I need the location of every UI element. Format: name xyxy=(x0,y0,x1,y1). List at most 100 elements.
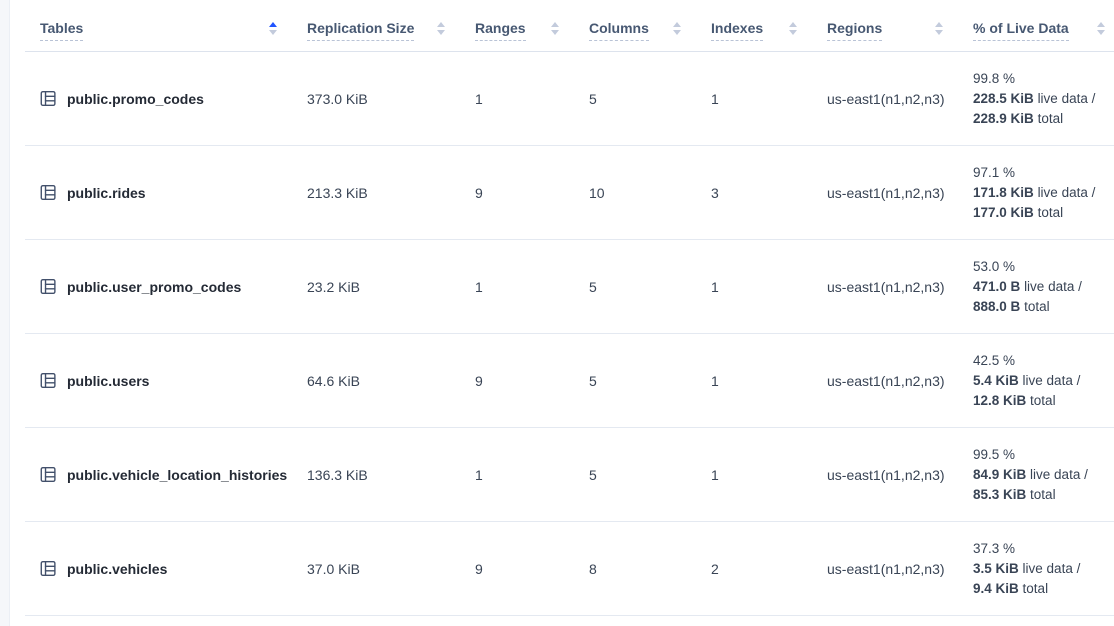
table-name-cell: public.vehicle_location_histories xyxy=(25,466,307,483)
sort-arrows-icon xyxy=(269,22,277,35)
regions-cell: us-east1(n1,n2,n3) xyxy=(827,90,945,107)
indexes-cell: 1 xyxy=(711,372,719,389)
column-header[interactable]: Columns xyxy=(589,20,711,41)
table-name-cell: public.user_promo_codes xyxy=(25,278,307,295)
live-data-cell: 97.1 % 171.8 KiB live data / 177.0 KiB t… xyxy=(973,163,1113,223)
replication-size-cell: 213.3 KiB xyxy=(307,184,368,201)
live-percent: 99.8 % xyxy=(973,70,1016,86)
column-header-label: Ranges xyxy=(475,20,526,41)
total-data-line: 12.8 KiB total xyxy=(973,392,1056,408)
header-row: Tables Replication Size Ranges Columns I… xyxy=(25,10,1114,52)
sort-desc-arrow-icon xyxy=(1097,30,1105,35)
live-data-cell: 37.3 % 3.5 KiB live data / 9.4 KiB total xyxy=(973,539,1113,599)
columns-cell: 5 xyxy=(589,90,597,107)
live-data-line: 228.5 KiB live data / xyxy=(973,90,1096,106)
column-header-label: Indexes xyxy=(711,20,764,41)
column-header[interactable]: Indexes xyxy=(711,20,827,41)
replication-size-cell: 136.3 KiB xyxy=(307,466,368,483)
sort-arrows-icon xyxy=(789,22,797,35)
sort-asc-arrow-icon xyxy=(789,22,797,27)
ranges-cell: 1 xyxy=(475,90,483,107)
table-row: public.users 64.6 KiB 9 5 1 us-east1(n1,… xyxy=(25,334,1114,428)
sort-arrows-icon xyxy=(673,22,681,35)
live-percent: 37.3 % xyxy=(973,540,1016,556)
sort-desc-arrow-icon xyxy=(935,30,943,35)
column-header[interactable]: Regions xyxy=(827,20,973,41)
table-row: public.vehicle_location_histories 136.3 … xyxy=(25,428,1114,522)
sort-arrows-icon xyxy=(935,22,943,35)
table-name-link[interactable]: public.vehicles xyxy=(67,560,168,577)
columns-cell: 5 xyxy=(589,278,597,295)
total-data-line: 177.0 KiB total xyxy=(973,204,1064,220)
table-name-cell: public.rides xyxy=(25,184,307,201)
sort-asc-arrow-icon xyxy=(935,22,943,27)
column-header[interactable]: Ranges xyxy=(475,20,589,41)
table-icon xyxy=(40,372,57,389)
replication-size-cell: 37.0 KiB xyxy=(307,560,360,577)
columns-cell: 5 xyxy=(589,372,597,389)
table-icon xyxy=(40,466,57,483)
table-row: public.vehicles 37.0 KiB 9 8 2 us-east1(… xyxy=(25,522,1114,616)
columns-cell: 5 xyxy=(589,466,597,483)
indexes-cell: 1 xyxy=(711,278,719,295)
table-icon xyxy=(40,90,57,107)
regions-cell: us-east1(n1,n2,n3) xyxy=(827,466,945,483)
ranges-cell: 9 xyxy=(475,560,483,577)
table-name-link[interactable]: public.users xyxy=(67,372,150,389)
sort-asc-arrow-icon xyxy=(673,22,681,27)
live-data-cell: 99.5 % 84.9 KiB live data / 85.3 KiB tot… xyxy=(973,445,1113,505)
table-icon xyxy=(40,184,57,201)
ranges-cell: 9 xyxy=(475,372,483,389)
sort-arrows-icon xyxy=(551,22,559,35)
replication-size-cell: 373.0 KiB xyxy=(307,90,368,107)
columns-cell: 8 xyxy=(589,560,597,577)
ranges-cell: 1 xyxy=(475,278,483,295)
indexes-cell: 3 xyxy=(711,184,719,201)
live-data-line: 471.0 B live data / xyxy=(973,278,1082,294)
replication-size-cell: 64.6 KiB xyxy=(307,372,360,389)
regions-cell: us-east1(n1,n2,n3) xyxy=(827,184,945,201)
indexes-cell: 1 xyxy=(711,466,719,483)
sort-desc-arrow-icon xyxy=(551,30,559,35)
ranges-cell: 9 xyxy=(475,184,483,201)
column-header[interactable]: Tables xyxy=(25,20,307,41)
column-header-label: Tables xyxy=(40,20,84,41)
indexes-cell: 1 xyxy=(711,90,719,107)
live-data-line: 84.9 KiB live data / xyxy=(973,466,1088,482)
total-data-line: 9.4 KiB total xyxy=(973,580,1049,596)
column-header[interactable]: Replication Size xyxy=(307,20,475,41)
table-icon xyxy=(40,560,57,577)
sort-arrows-icon xyxy=(1097,22,1105,35)
table-name-link[interactable]: public.vehicle_location_histories xyxy=(67,466,288,483)
column-header-label: % of Live Data xyxy=(973,20,1069,41)
table-name-link[interactable]: public.user_promo_codes xyxy=(67,278,242,295)
sort-desc-arrow-icon xyxy=(673,30,681,35)
table-row: public.user_promo_codes 23.2 KiB 1 5 1 u… xyxy=(25,240,1114,334)
regions-cell: us-east1(n1,n2,n3) xyxy=(827,560,945,577)
regions-cell: us-east1(n1,n2,n3) xyxy=(827,278,945,295)
tables-table: Tables Replication Size Ranges Columns I… xyxy=(25,10,1114,616)
table-row: public.rides 213.3 KiB 9 10 3 us-east1(n… xyxy=(25,146,1114,240)
live-percent: 97.1 % xyxy=(973,164,1016,180)
page-left-gutter xyxy=(0,0,10,626)
live-percent: 53.0 % xyxy=(973,258,1016,274)
live-data-cell: 53.0 % 471.0 B live data / 888.0 B total xyxy=(973,257,1113,317)
table-row: public.promo_codes 373.0 KiB 1 5 1 us-ea… xyxy=(25,52,1114,146)
live-data-line: 5.4 KiB live data / xyxy=(973,372,1081,388)
table-name-link[interactable]: public.rides xyxy=(67,184,146,201)
live-data-cell: 99.8 % 228.5 KiB live data / 228.9 KiB t… xyxy=(973,69,1113,129)
table-icon xyxy=(40,278,57,295)
table-name-cell: public.vehicles xyxy=(25,560,307,577)
sort-asc-arrow-icon xyxy=(437,22,445,27)
table-name-link[interactable]: public.promo_codes xyxy=(67,90,204,107)
sort-asc-arrow-icon xyxy=(269,22,277,27)
column-header-label: Regions xyxy=(827,20,883,41)
column-header[interactable]: % of Live Data xyxy=(973,20,1113,41)
total-data-line: 85.3 KiB total xyxy=(973,486,1056,502)
table-name-cell: public.promo_codes xyxy=(25,90,307,107)
live-data-line: 171.8 KiB live data / xyxy=(973,184,1096,200)
indexes-cell: 2 xyxy=(711,560,719,577)
sort-asc-arrow-icon xyxy=(1097,22,1105,27)
total-data-line: 228.9 KiB total xyxy=(973,110,1064,126)
replication-size-cell: 23.2 KiB xyxy=(307,278,360,295)
